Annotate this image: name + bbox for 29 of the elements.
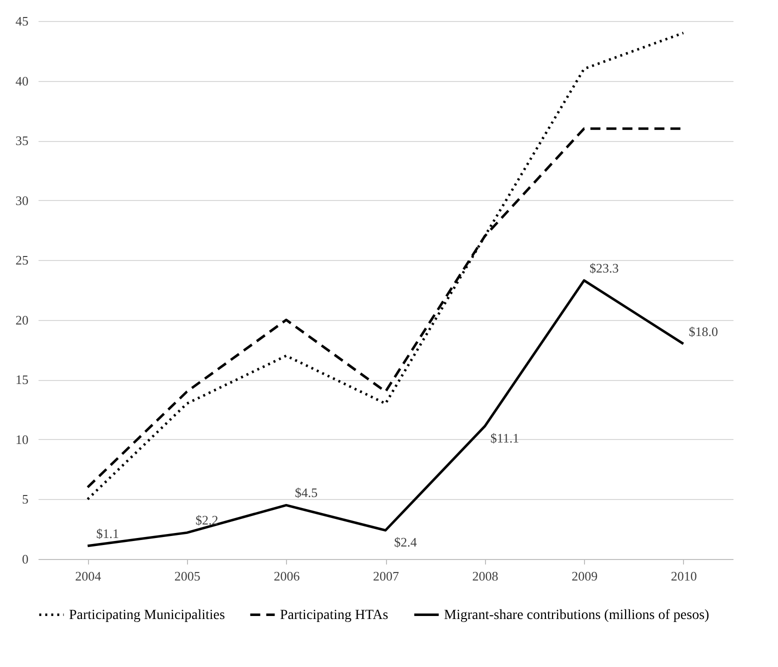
legend-label: Participating Municipalities (69, 608, 225, 623)
y-tick-label: 20 (16, 312, 28, 328)
data-label: $1.1 (96, 526, 120, 541)
y-tick-label: 0 (22, 552, 28, 566)
y-tick-label: 45 (16, 14, 28, 28)
data-label: $4.5 (294, 485, 318, 500)
y-tick-label: 30 (16, 192, 28, 208)
x-tick-label: 2004 (75, 568, 102, 584)
data-label: $11.1 (490, 430, 520, 446)
y-tick-label: 10 (16, 432, 28, 447)
legend-label: Migrant-share contributions (millions of pesos) (444, 608, 710, 623)
legend-label: Participating HTAs (280, 608, 388, 623)
y-tick-label: 35 (16, 133, 28, 148)
x-tick-label: 2005 (174, 568, 200, 584)
line-series (86, 279, 685, 548)
line-series (86, 32, 685, 500)
y-tick-label: 5 (22, 492, 28, 507)
x-tick-label: 2007 (373, 568, 400, 584)
data-label: $23.3 (589, 260, 619, 276)
x-tick-label: 2010 (670, 568, 697, 584)
x-tick-label: 2009 (572, 568, 598, 584)
data-label: $2.2 (196, 512, 218, 528)
y-tick-label: 15 (16, 372, 28, 388)
data-label: $18.0 (688, 324, 718, 339)
y-tick-label: 25 (16, 252, 28, 268)
y-tick-label: 40 (16, 73, 28, 88)
x-tick-label: 2006 (274, 568, 300, 584)
data-label: $2.4 (394, 534, 418, 550)
x-tick-label: 2008 (472, 568, 498, 584)
